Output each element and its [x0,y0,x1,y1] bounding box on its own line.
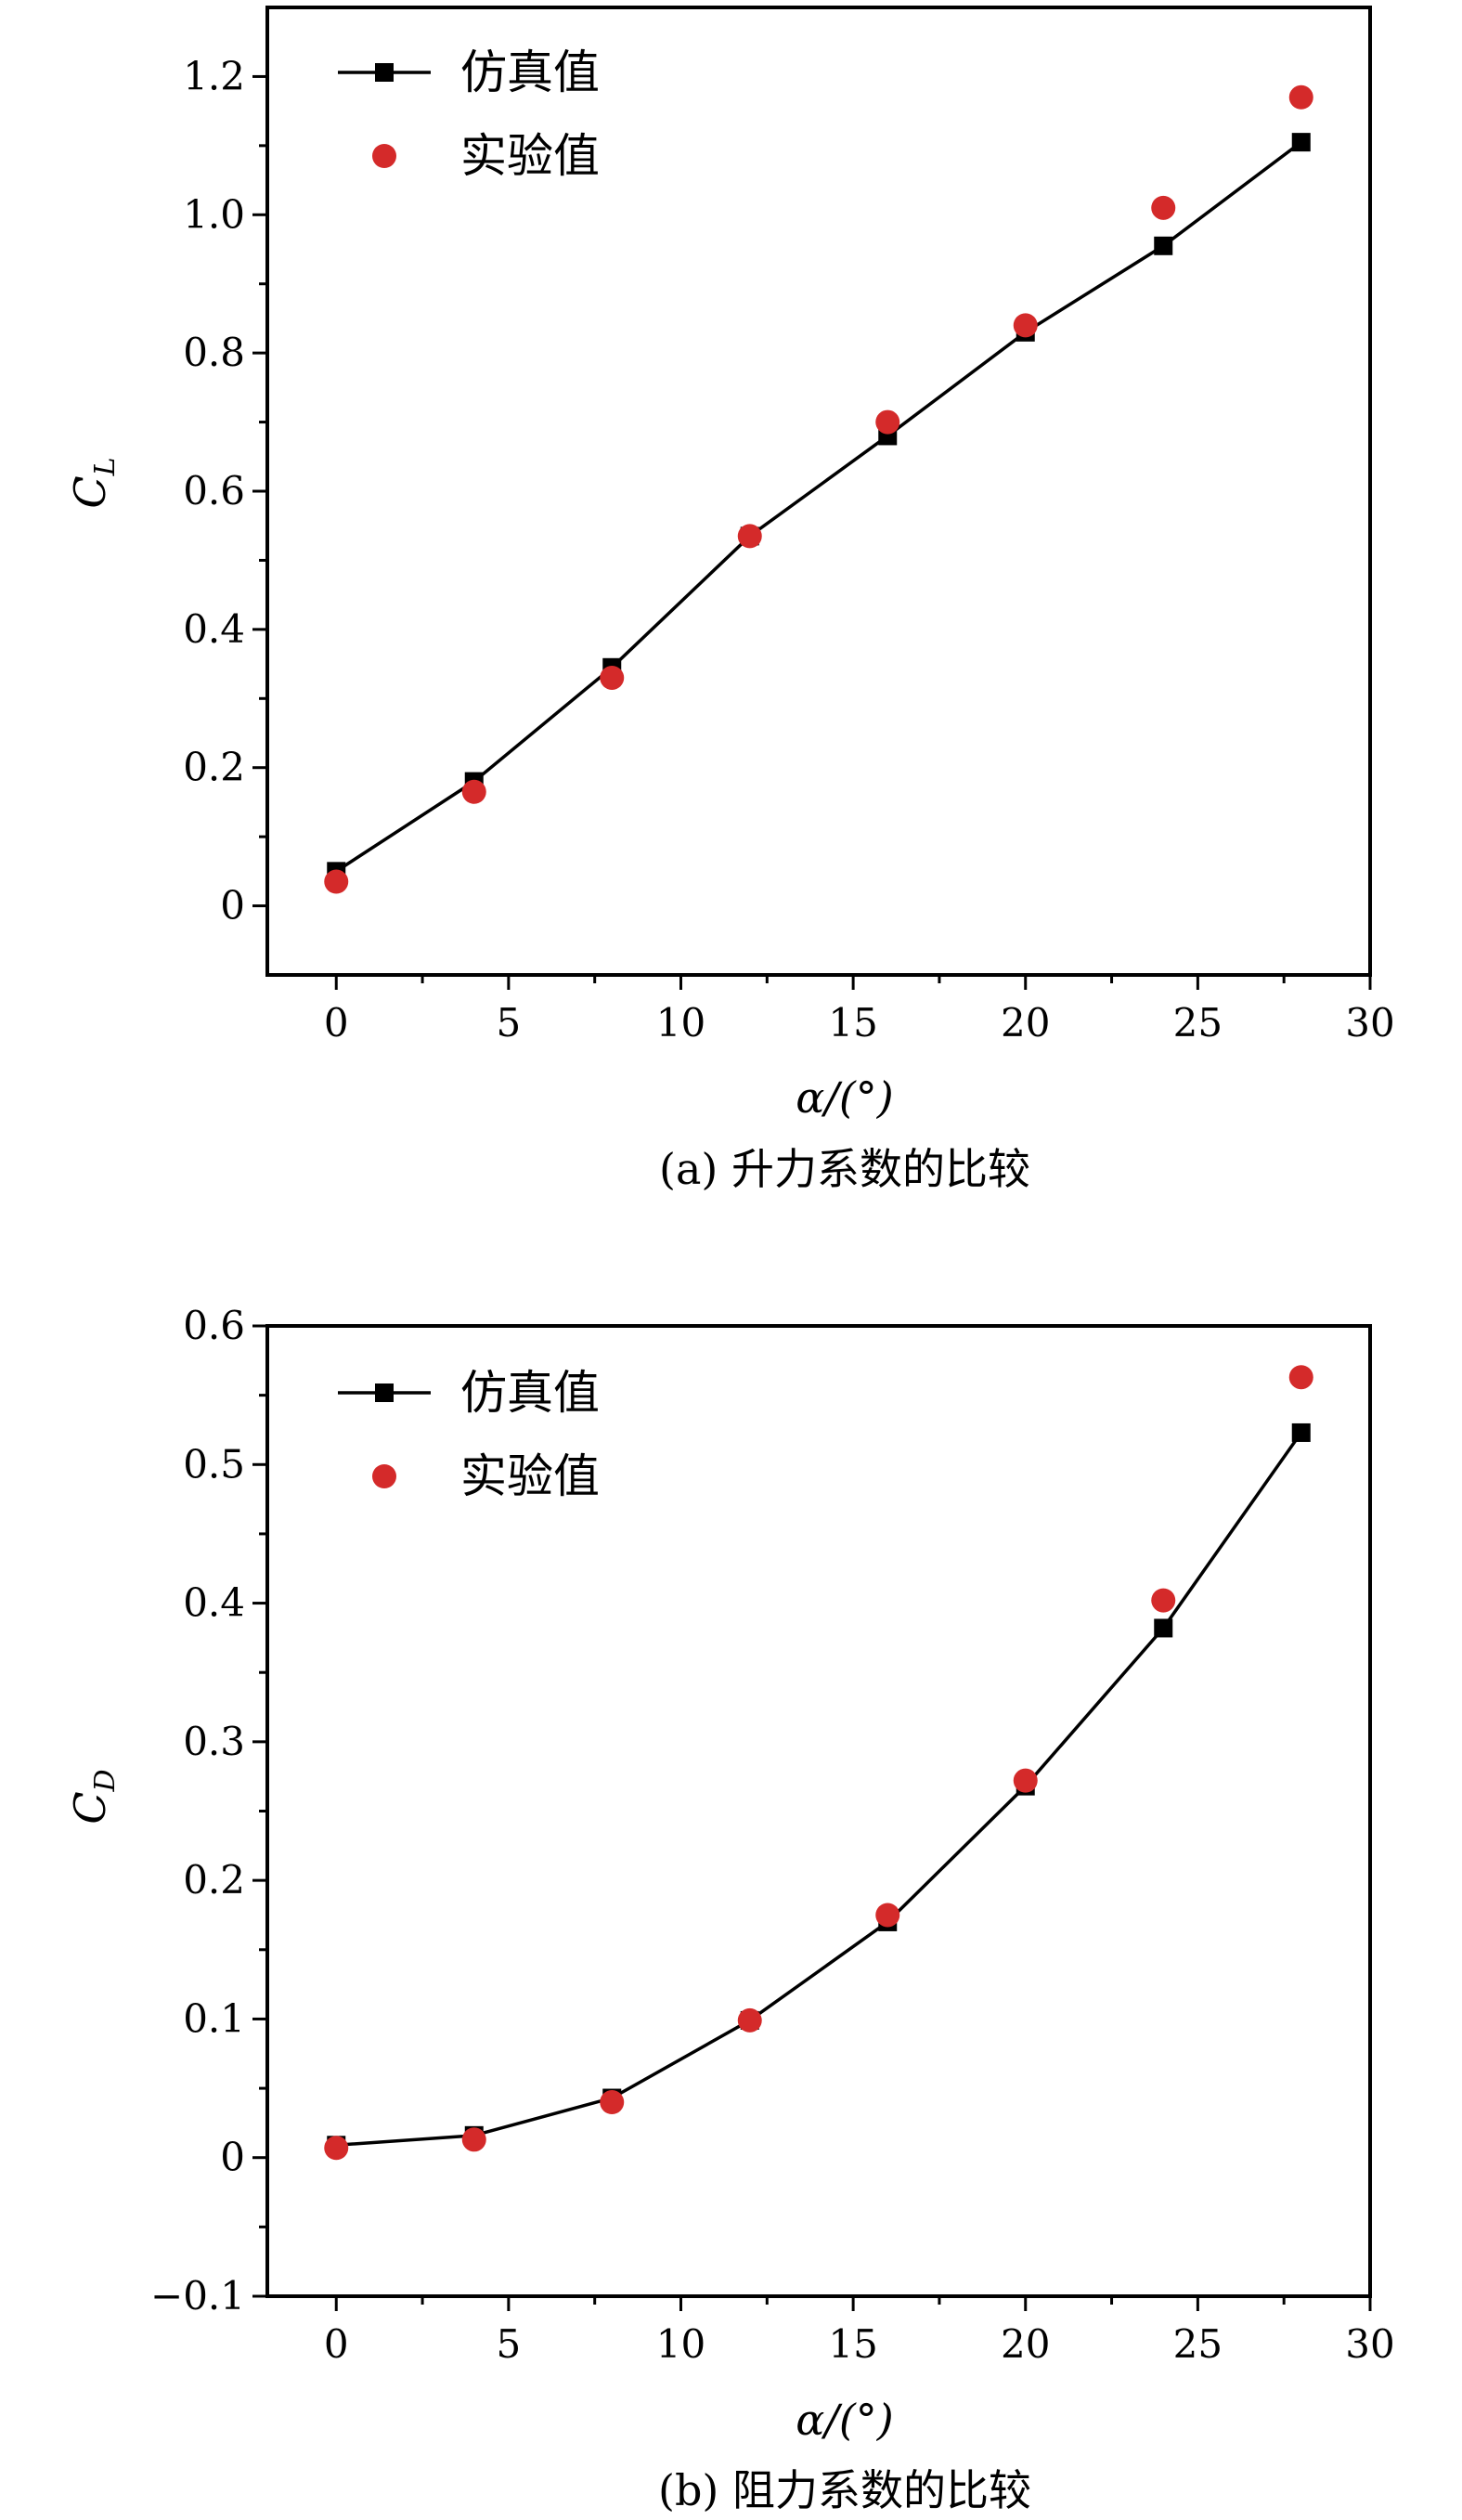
data-point-circle [737,2007,762,2033]
data-point-circle [600,2090,625,2114]
y-axis-label: CL [65,457,122,508]
legend-label: 仿真值 [460,45,600,99]
y-tick-label: 0.4 [183,1580,245,1626]
x-tick-label: 15 [828,2321,877,2367]
x-tick-label: 0 [324,2321,349,2367]
y-axis-label-main: C [65,1791,115,1824]
y-tick-label: 0.2 [183,1857,245,1903]
data-point-circle [1151,1588,1176,1613]
data-point-square [1154,236,1173,255]
figure-caption: (a) 升力系数的比较 [659,1144,1030,1194]
data-point-circle [324,2136,349,2161]
data-point-circle [875,1903,900,1928]
x-tick-label: 5 [497,1000,522,1046]
figure-caption: (b) 阻力系数的比较 [658,2465,1031,2515]
plot-frame [265,6,1372,977]
x-tick-label: 20 [1001,2321,1050,2367]
x-tick-label: 25 [1173,2321,1223,2367]
y-tick-label: 0.4 [183,606,245,652]
legend-square-marker [375,1383,394,1402]
y-tick-label: −0.1 [150,2273,245,2319]
data-point-square [1291,1422,1311,1442]
legend-label: 实验值 [460,1449,600,1503]
data-point-circle [324,869,349,894]
x-tick-label: 30 [1345,1000,1394,1046]
x-tick-label: 5 [497,2321,522,2367]
legend-circle-marker [372,1464,396,1488]
data-point-circle [1288,1365,1313,1390]
y-tick-label: 0.6 [183,1303,245,1348]
series-line [335,140,1302,873]
chart-a: 0 5 10 15 20 25 3000.20.40.60.81.01.2CLα/(°)(a… [65,6,1395,1194]
series-experiment [324,84,1313,894]
series-experiment [324,1365,1313,2161]
x-tick-label: 0 [324,1000,349,1046]
y-tick-label: 0 [220,2135,245,2180]
data-point-circle [737,524,762,549]
x-tick-label: 20 [1001,1000,1050,1046]
y-tick-label: 0.1 [183,1995,245,2041]
y-tick-label: 0 [220,883,245,929]
data-point-circle [1288,84,1313,110]
y-tick-label: 0.5 [183,1441,245,1487]
series-line [336,1431,1303,2148]
y-tick-label: 0.3 [183,1719,245,1764]
legend-square-marker [375,63,394,82]
y-tick-label: 0.2 [183,745,245,790]
data-point-circle [461,779,486,804]
x-tick-label: 10 [656,2321,705,2367]
x-tick-label: 10 [656,1000,705,1046]
series-simulation [327,133,1311,881]
y-axis-label-subscript: L [89,457,122,476]
data-point-square [1154,1618,1173,1638]
chart-b: 0 5 10 15 20 25 30−0.100.10.20.30.40.50.6CDα/(… [65,1303,1395,2515]
y-tick-label: 1.2 [183,53,245,98]
plot-frame [265,1324,1372,2298]
data-point-circle [1151,195,1176,220]
data-point-circle [600,665,625,690]
y-axis-label-main: C [65,475,115,508]
y-axis-label-subscript: D [89,1769,122,1792]
series-simulation [327,1422,1311,2155]
legend-label: 实验值 [460,129,600,183]
y-axis-label: CD [65,1769,122,1824]
data-point-circle [1013,313,1038,338]
y-tick-label: 1.0 [183,191,245,237]
y-tick-label: 0.6 [183,468,245,513]
x-axis-label: α/(°) [796,2395,893,2445]
x-tick-label: 25 [1173,1000,1223,1046]
data-point-square [1291,133,1311,152]
legend-circle-marker [372,144,396,168]
y-tick-label: 0.8 [183,330,245,375]
data-point-circle [1013,1768,1038,1793]
x-axis-label: α/(°) [796,1072,893,1123]
x-tick-label: 15 [828,1000,877,1046]
legend-label: 仿真值 [460,1366,600,1420]
data-point-circle [875,409,900,435]
x-tick-label: 30 [1345,2321,1394,2367]
data-point-circle [461,2127,486,2152]
